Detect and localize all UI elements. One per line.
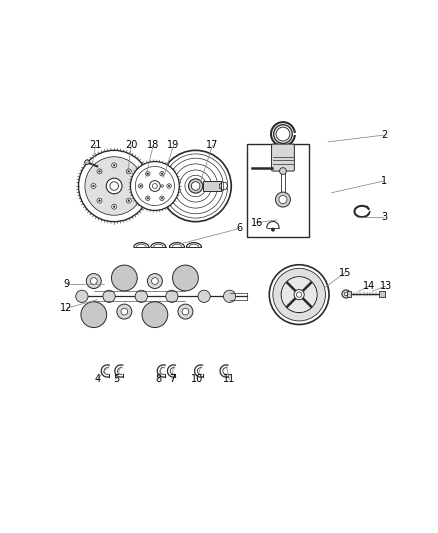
Circle shape — [128, 200, 130, 201]
Circle shape — [78, 150, 150, 222]
Circle shape — [113, 165, 115, 166]
Circle shape — [149, 181, 160, 191]
Circle shape — [276, 127, 290, 141]
Text: 4: 4 — [94, 375, 100, 384]
Text: 13: 13 — [380, 281, 392, 291]
Circle shape — [279, 168, 286, 174]
Circle shape — [97, 169, 102, 174]
Circle shape — [145, 172, 150, 176]
Circle shape — [281, 277, 317, 312]
Circle shape — [121, 308, 128, 315]
Circle shape — [160, 150, 231, 222]
Circle shape — [276, 192, 290, 207]
Circle shape — [142, 302, 168, 328]
Circle shape — [297, 292, 302, 297]
Circle shape — [294, 289, 304, 300]
Text: 15: 15 — [339, 268, 351, 278]
Circle shape — [161, 197, 163, 199]
Circle shape — [76, 290, 88, 302]
Circle shape — [178, 304, 193, 319]
Circle shape — [223, 290, 236, 302]
Circle shape — [152, 183, 157, 189]
Circle shape — [173, 265, 198, 291]
Text: 2: 2 — [381, 130, 387, 140]
Bar — [347, 291, 351, 297]
Circle shape — [112, 163, 117, 168]
Circle shape — [111, 265, 137, 291]
Text: 7: 7 — [169, 375, 175, 384]
Circle shape — [110, 182, 118, 190]
Circle shape — [168, 185, 170, 187]
Text: 6: 6 — [237, 223, 243, 233]
Text: 18: 18 — [147, 140, 159, 150]
Circle shape — [135, 290, 148, 302]
Text: 9: 9 — [64, 279, 70, 289]
Circle shape — [106, 178, 122, 194]
Circle shape — [103, 290, 115, 302]
Circle shape — [128, 171, 130, 172]
FancyBboxPatch shape — [272, 144, 294, 171]
Circle shape — [90, 278, 97, 285]
Circle shape — [134, 185, 136, 187]
Circle shape — [91, 183, 96, 189]
Circle shape — [147, 197, 148, 199]
Circle shape — [86, 157, 143, 214]
Text: 3: 3 — [381, 212, 387, 222]
Bar — [247, 143, 309, 237]
Circle shape — [148, 273, 162, 288]
Circle shape — [188, 179, 203, 193]
Circle shape — [99, 171, 100, 172]
Bar — [379, 291, 385, 297]
Circle shape — [198, 290, 210, 302]
Circle shape — [97, 198, 102, 203]
Text: 16: 16 — [251, 217, 263, 228]
Circle shape — [85, 160, 89, 165]
Circle shape — [113, 206, 115, 207]
Circle shape — [344, 292, 348, 296]
Circle shape — [282, 277, 317, 312]
Circle shape — [160, 196, 164, 200]
Circle shape — [166, 290, 178, 302]
Circle shape — [152, 278, 158, 285]
Circle shape — [279, 196, 287, 204]
Text: 20: 20 — [125, 140, 138, 150]
Text: 12: 12 — [60, 303, 73, 313]
Circle shape — [126, 169, 131, 174]
Circle shape — [271, 228, 275, 231]
Circle shape — [191, 182, 200, 190]
Text: 5: 5 — [113, 375, 119, 384]
Text: 8: 8 — [155, 375, 161, 384]
Text: 19: 19 — [167, 140, 180, 150]
Circle shape — [140, 185, 141, 187]
Circle shape — [86, 273, 101, 288]
Circle shape — [161, 185, 163, 187]
Circle shape — [81, 302, 107, 328]
Circle shape — [160, 172, 164, 176]
Circle shape — [147, 173, 148, 175]
Circle shape — [132, 183, 138, 189]
Circle shape — [112, 204, 117, 209]
Circle shape — [138, 184, 143, 188]
Circle shape — [126, 198, 131, 203]
Circle shape — [99, 200, 100, 201]
Circle shape — [145, 196, 150, 200]
Text: 21: 21 — [89, 140, 102, 150]
Circle shape — [342, 290, 350, 298]
Bar — [204, 181, 221, 191]
Text: 17: 17 — [206, 140, 219, 150]
Text: 1: 1 — [381, 176, 387, 186]
Circle shape — [92, 185, 94, 187]
Circle shape — [131, 161, 179, 211]
Circle shape — [269, 265, 329, 325]
Circle shape — [117, 304, 132, 319]
Circle shape — [167, 184, 171, 188]
Circle shape — [182, 308, 189, 315]
Text: 14: 14 — [363, 281, 375, 291]
Circle shape — [273, 268, 325, 321]
Text: 10: 10 — [191, 375, 203, 384]
Circle shape — [161, 173, 163, 175]
Text: 11: 11 — [223, 375, 236, 384]
